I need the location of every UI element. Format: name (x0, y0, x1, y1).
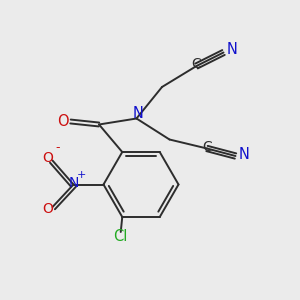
Text: +: + (77, 170, 87, 180)
Text: C: C (192, 58, 201, 71)
Text: N: N (133, 106, 143, 122)
Text: N: N (238, 147, 249, 162)
Text: Cl: Cl (114, 229, 128, 244)
Text: -: - (56, 141, 60, 154)
Text: N: N (226, 42, 237, 57)
Text: N: N (68, 176, 79, 190)
Text: O: O (57, 114, 69, 129)
Text: O: O (43, 151, 53, 165)
Text: C: C (202, 140, 212, 154)
Text: O: O (43, 202, 53, 216)
